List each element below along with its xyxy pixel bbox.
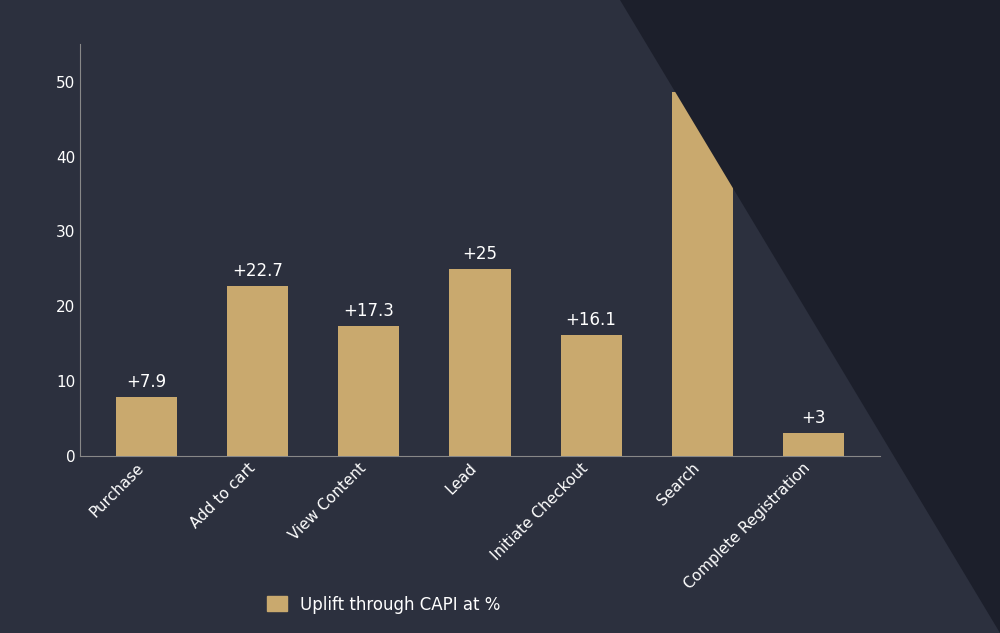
Text: +22.7: +22.7 [232, 262, 283, 280]
Text: +25: +25 [462, 245, 498, 263]
Text: +16.1: +16.1 [566, 311, 617, 329]
Bar [449, 269, 511, 456]
Bar [783, 434, 844, 456]
Bar [227, 286, 288, 456]
Text: +17.3: +17.3 [343, 303, 394, 320]
Text: +48.6: +48.6 [677, 68, 728, 86]
Text: +3: +3 [801, 410, 826, 427]
Bar [116, 397, 177, 456]
Legend: Uplift through CAPI at %: Uplift through CAPI at % [260, 589, 508, 620]
Bar [561, 335, 622, 456]
Bar [672, 92, 733, 456]
Bar [338, 327, 399, 456]
Text: +7.9: +7.9 [127, 373, 167, 391]
